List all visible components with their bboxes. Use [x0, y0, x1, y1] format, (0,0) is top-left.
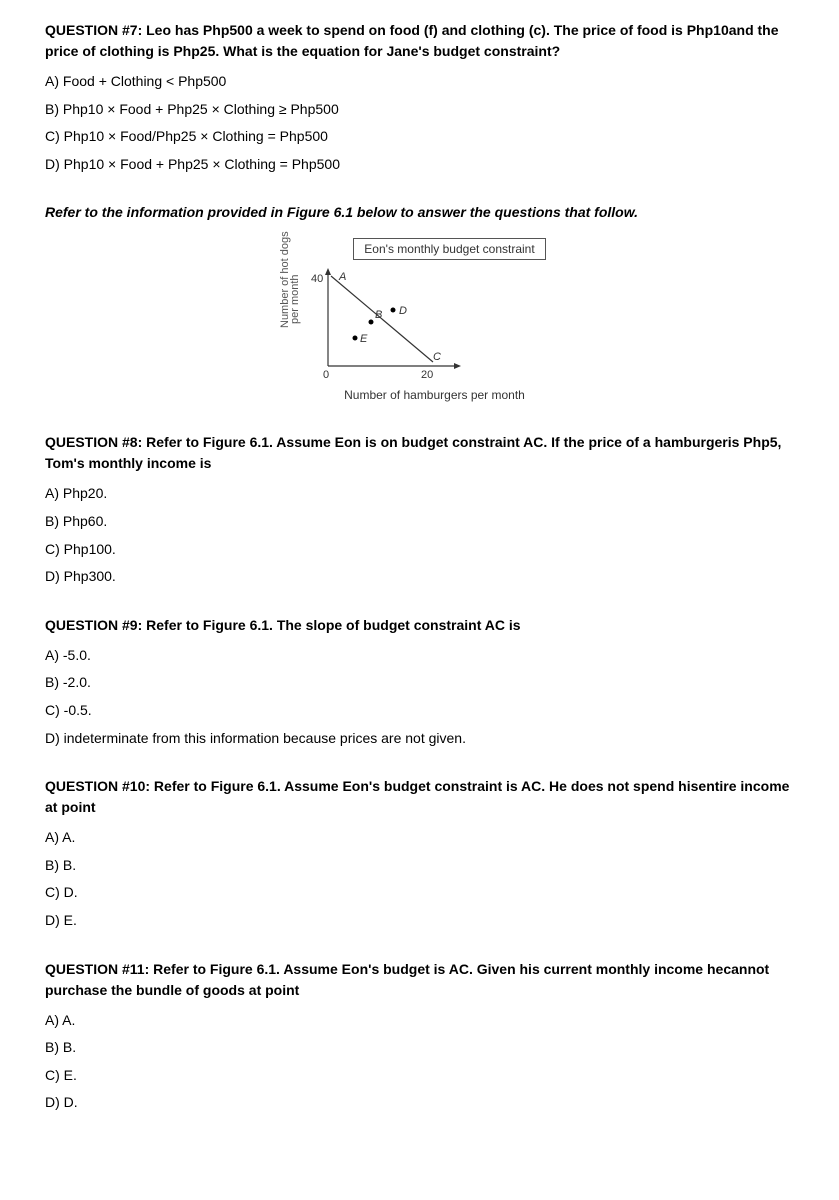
question-10-option-d: D) E. [45, 911, 794, 931]
question-8: QUESTION #8: Refer to Figure 6.1. Assume… [45, 432, 794, 586]
point-c-label: C [433, 351, 441, 363]
point-e-label: E [360, 333, 368, 345]
question-7-option-a: A) Food + Clothing < Php500 [45, 72, 794, 92]
question-11-option-a: A) A. [45, 1011, 794, 1031]
y-max-tick: 40 [311, 273, 323, 285]
question-9-prompt: QUESTION #9: Refer to Figure 6.1. The sl… [45, 615, 794, 636]
figure-title: Eon's monthly budget constraint [353, 238, 545, 260]
point-b-label: B [375, 309, 382, 321]
question-8-option-d: D) Php300. [45, 567, 794, 587]
question-11-prompt: QUESTION #11: Refer to Figure 6.1. Assum… [45, 959, 794, 1001]
x-axis-label: Number of hamburgers per month [323, 388, 545, 402]
question-9: QUESTION #9: Refer to Figure 6.1. The sl… [45, 615, 794, 748]
question-7-prompt: QUESTION #7: Leo has Php500 a week to sp… [45, 20, 794, 62]
question-10-option-c: C) D. [45, 883, 794, 903]
question-9-option-c: C) -0.5. [45, 701, 794, 721]
question-9-option-d: D) indeterminate from this information b… [45, 729, 794, 749]
question-8-option-b: B) Php60. [45, 512, 794, 532]
question-8-option-c: C) Php100. [45, 540, 794, 560]
question-11-option-c: C) E. [45, 1066, 794, 1086]
point-a-label: A [338, 271, 346, 283]
origin-tick: 0 [323, 369, 329, 381]
question-9-option-b: B) -2.0. [45, 673, 794, 693]
y-axis-label-2: per month [289, 275, 301, 325]
question-7: QUESTION #7: Leo has Php500 a week to sp… [45, 20, 794, 174]
question-9-option-a: A) -5.0. [45, 646, 794, 666]
x-max-tick: 20 [421, 369, 433, 381]
question-7-option-c: C) Php10 × Food/Php25 × Clothing = Php50… [45, 127, 794, 147]
figure-6-1: Eon's monthly budget constraint Number o… [45, 238, 794, 402]
point-d-label: D [399, 305, 407, 317]
question-11: QUESTION #11: Refer to Figure 6.1. Assum… [45, 959, 794, 1113]
question-10-option-b: B) B. [45, 856, 794, 876]
question-7-option-d: D) Php10 × Food + Php25 × Clothing = Php… [45, 155, 794, 175]
question-8-prompt: QUESTION #8: Refer to Figure 6.1. Assume… [45, 432, 794, 474]
budget-chart-svg: A B D E C 40 0 20 [293, 266, 503, 386]
question-10-option-a: A) A. [45, 828, 794, 848]
question-7-option-b: B) Php10 × Food + Php25 × Clothing ≥ Php… [45, 100, 794, 120]
question-11-option-b: B) B. [45, 1038, 794, 1058]
question-10-prompt: QUESTION #10: Refer to Figure 6.1. Assum… [45, 776, 794, 818]
figure-instruction: Refer to the information provided in Fig… [45, 204, 794, 220]
question-10: QUESTION #10: Refer to Figure 6.1. Assum… [45, 776, 794, 930]
question-8-option-a: A) Php20. [45, 484, 794, 504]
question-11-option-d: D) D. [45, 1093, 794, 1113]
